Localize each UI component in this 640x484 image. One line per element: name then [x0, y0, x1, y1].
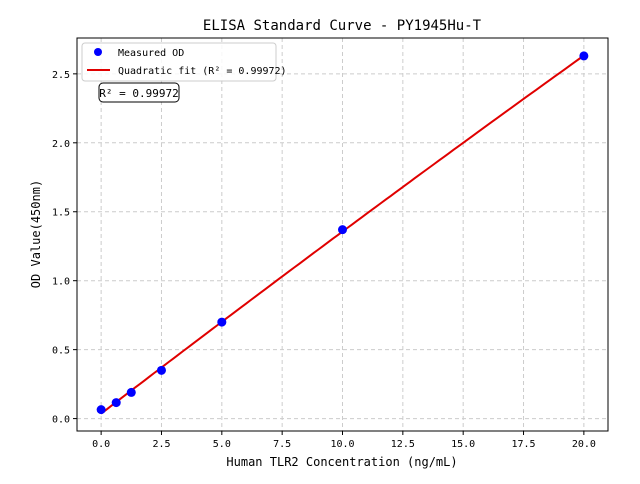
- data-point: [96, 405, 106, 415]
- data-point: [217, 317, 227, 327]
- chart-title: ELISA Standard Curve - PY1945Hu-T: [203, 18, 482, 34]
- data-point: [156, 365, 166, 375]
- y-tick-label: 2.0: [52, 139, 70, 150]
- points-group: [96, 51, 589, 415]
- data-point: [338, 225, 347, 235]
- y-tick-label: 1.0: [52, 277, 70, 288]
- legend-box: [81, 42, 277, 82]
- legend-label-measured: Measured OD: [118, 48, 184, 59]
- data-point: [126, 387, 136, 397]
- y-tick-label: 1.5: [52, 208, 70, 219]
- annotation-box: [98, 82, 180, 103]
- grid: [77, 38, 608, 431]
- x-axis-label: Human TLR2 Concentration (ng/mL): [226, 455, 457, 469]
- data-point: [579, 51, 589, 61]
- legend: Measured OD Quadratic fit (R² = 0.99972): [81, 42, 287, 82]
- legend-label-fit: Quadratic fit (R² = 0.99972): [118, 66, 287, 77]
- x-tick-label: 2.5: [152, 439, 170, 450]
- x-tick-label: 0.0: [92, 439, 110, 450]
- data-point: [111, 398, 121, 408]
- y-tick-label: 0.0: [52, 415, 70, 426]
- legend-marker-measured: [94, 48, 102, 56]
- x-tick-label: 17.5: [511, 439, 535, 450]
- x-tick-label: 10.0: [330, 439, 354, 450]
- x-tick-label: 12.5: [391, 439, 415, 450]
- y-tick-label: 2.5: [52, 70, 70, 81]
- x-tick-label: 7.5: [273, 439, 291, 450]
- x-ticks: 0.0 2.5 5.0 7.5 10.0 12.5 15.0 17.5 20.0: [92, 431, 596, 450]
- x-tick-label: 15.0: [451, 439, 475, 450]
- x-tick-label: 5.0: [213, 439, 231, 450]
- r-squared-annotation: R² = 0.99972: [98, 82, 180, 103]
- y-ticks: 0.0 0.5 1.0 1.5 2.0 2.5: [52, 70, 77, 426]
- x-tick-label: 20.0: [572, 439, 596, 450]
- annotation-text: R² = 0.99972: [99, 87, 178, 100]
- y-axis-label: OD Value(450nm): [29, 180, 43, 288]
- y-tick-label: 0.5: [52, 346, 70, 357]
